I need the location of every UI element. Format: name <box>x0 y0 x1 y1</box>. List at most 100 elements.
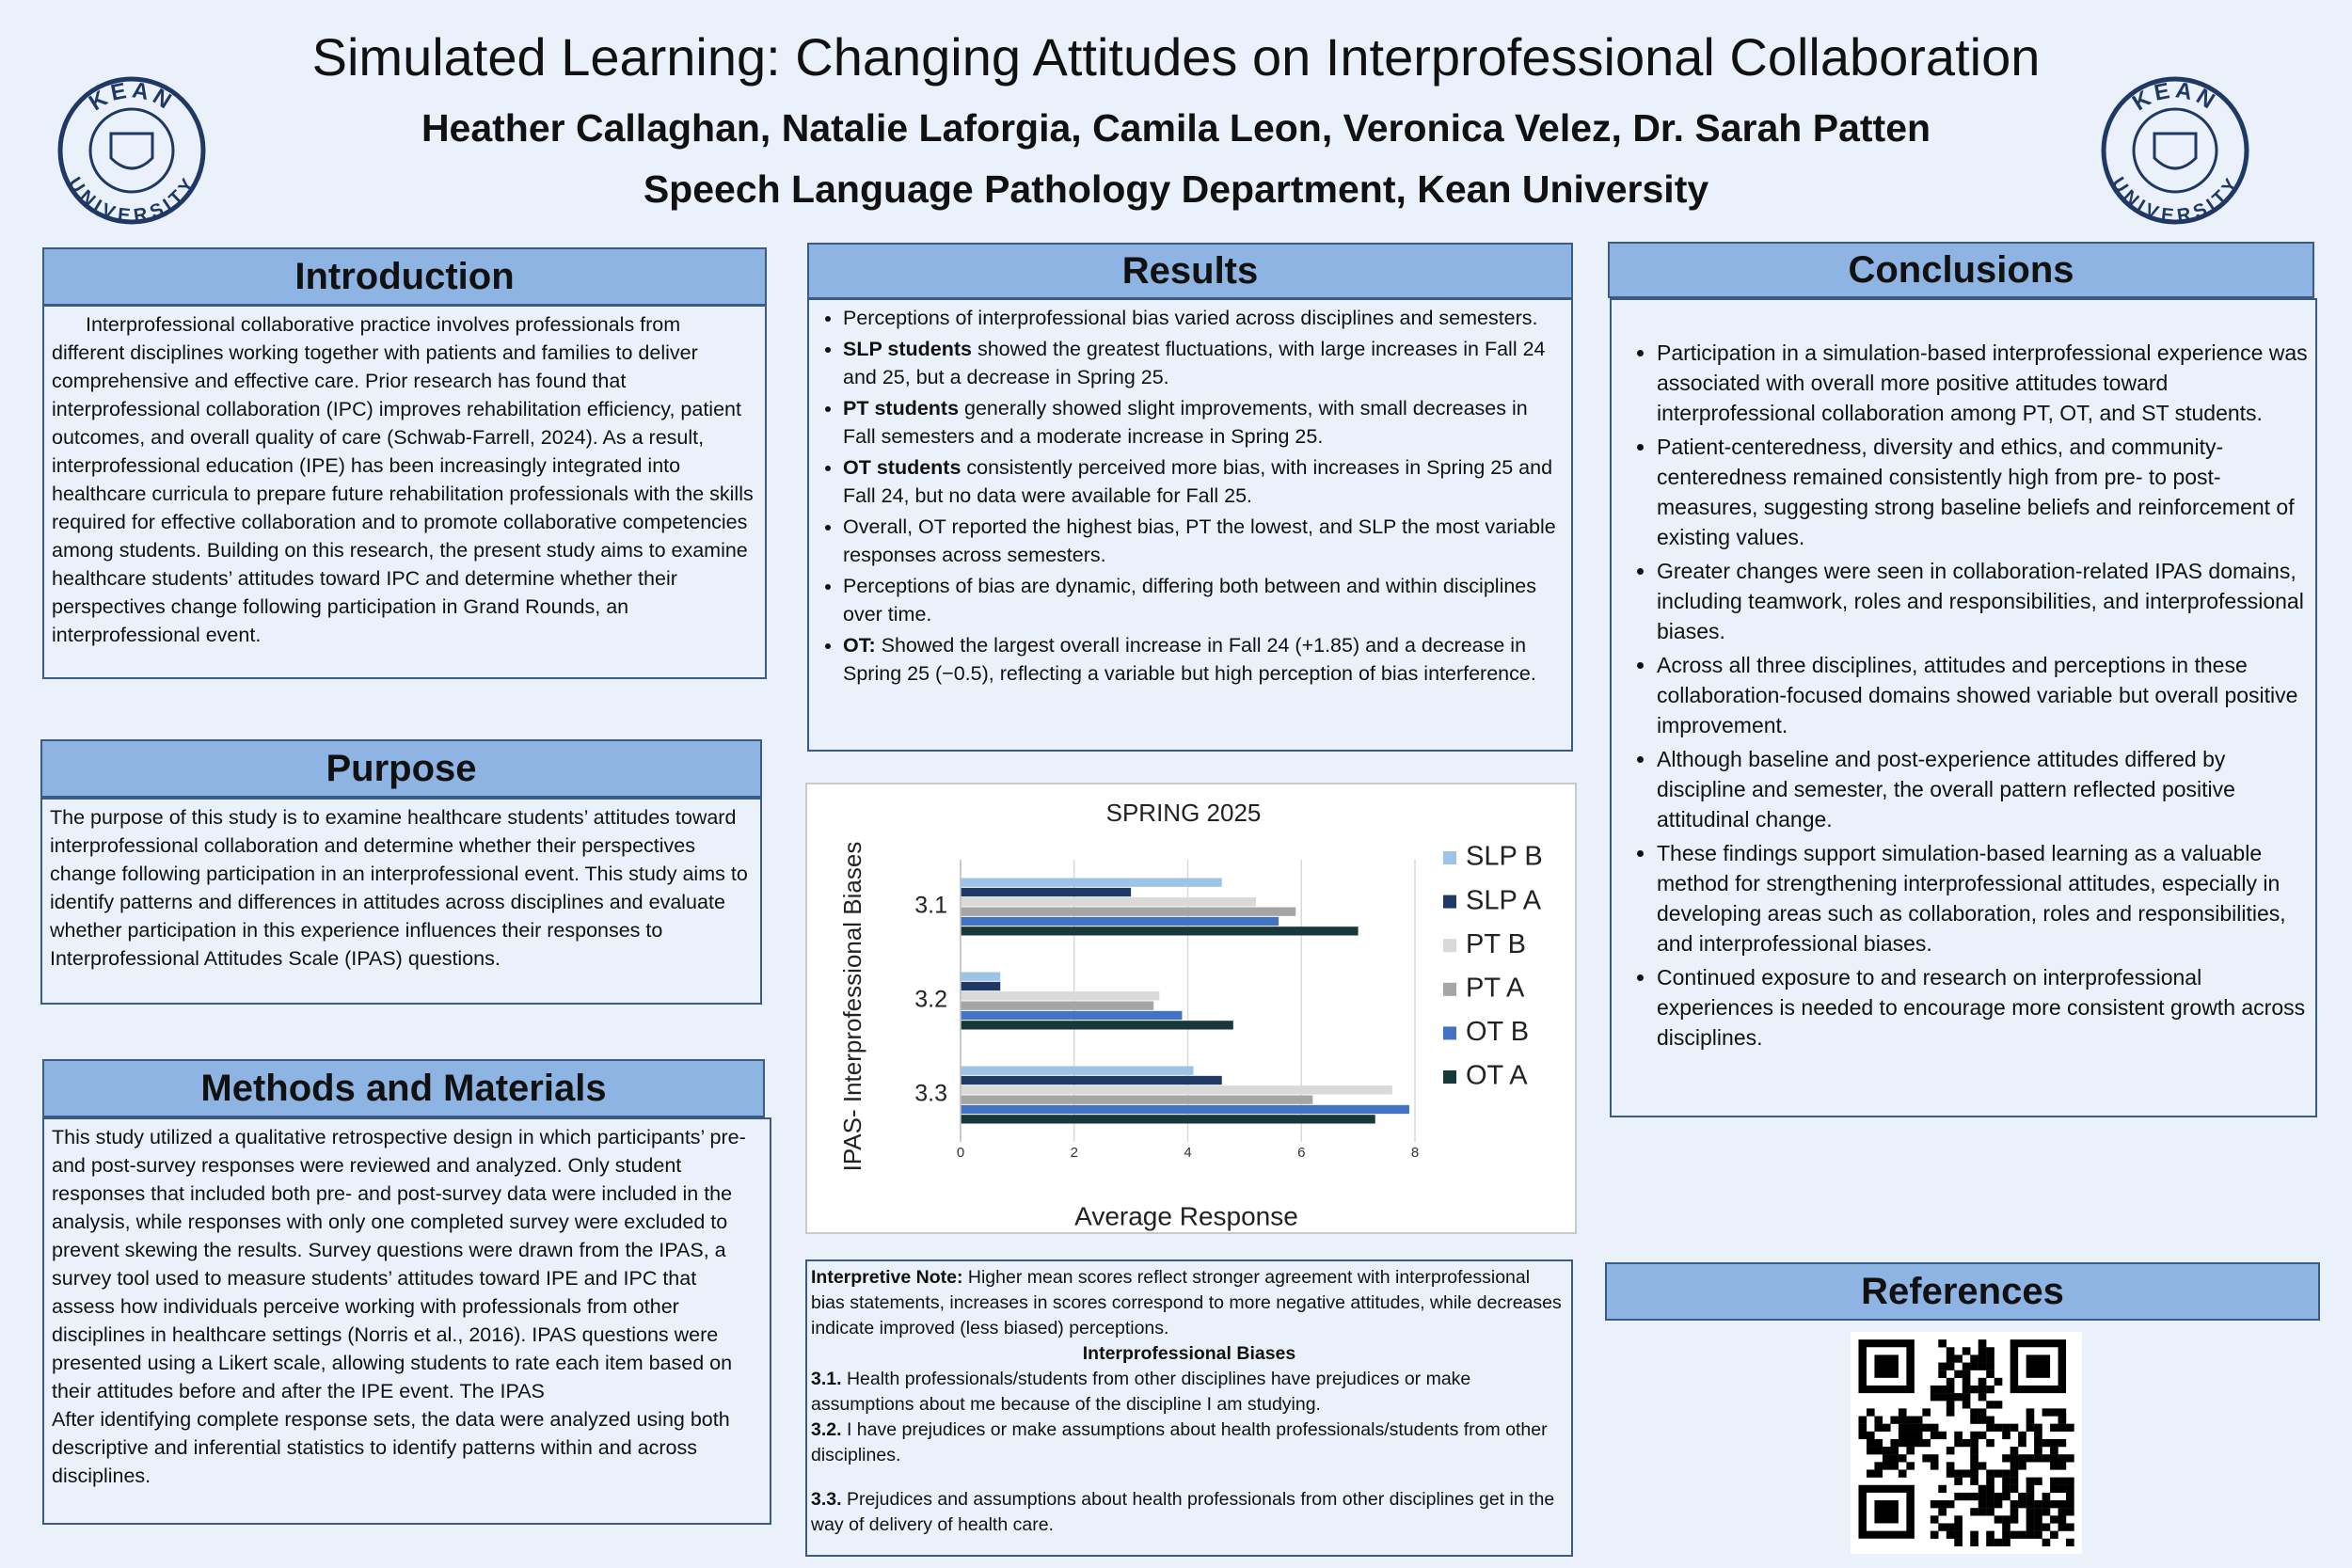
qr-module <box>1986 1401 1994 1409</box>
qr-module <box>1970 1538 1979 1547</box>
qr-module <box>1962 1362 1971 1370</box>
chart-frame: SPRING 2025 Average Response IPAS- Inter… <box>805 783 1577 1234</box>
qr-module <box>2002 1423 2010 1432</box>
legend-label: SLP B <box>1466 842 1543 872</box>
qr-module <box>2026 1423 2035 1432</box>
qr-module <box>1946 1500 1955 1509</box>
qr-module <box>1890 1438 1899 1448</box>
bullet: Greater changes were seen in collaborati… <box>1657 556 2308 646</box>
x-tick-label: 8 <box>1411 1145 1419 1161</box>
qr-module <box>2018 1530 2026 1539</box>
bullet-list: Participation in a simulation-based inte… <box>1619 338 2308 1053</box>
qr-module <box>2026 1523 2035 1531</box>
qr-module <box>2002 1454 2010 1463</box>
qr-module <box>1962 1438 1971 1448</box>
qr-module <box>2010 1469 2019 1478</box>
qr-module <box>1970 1447 1979 1455</box>
qr-module <box>1890 1454 1899 1463</box>
qr-module <box>2026 1500 2035 1509</box>
qr-module <box>1946 1469 1955 1478</box>
authors: Heather Callaghan, Natalie Laforgia, Cam… <box>421 106 1931 150</box>
note-box: Interpretive Note: Higher mean scores re… <box>805 1259 1573 1557</box>
qr-module <box>1986 1362 1994 1370</box>
logo-left: KEAN UNIVERSITY <box>57 76 206 226</box>
qr-module <box>2002 1469 2010 1478</box>
qr-finder <box>1874 1500 1899 1524</box>
qr-module <box>1970 1492 1979 1501</box>
bar <box>961 1104 1409 1115</box>
qr-module <box>1962 1377 1971 1386</box>
qr-module <box>1906 1462 1915 1470</box>
qr-module <box>1954 1354 1963 1363</box>
section-heading: Methods and Materials <box>42 1059 765 1117</box>
qr-module <box>2026 1492 2035 1501</box>
qr-module <box>2002 1492 2010 1501</box>
qr-module <box>1890 1462 1899 1470</box>
qr-module <box>2050 1484 2058 1494</box>
qr-module <box>1994 1538 2003 1547</box>
qr-code <box>1851 1332 2082 1554</box>
bullet: OT students consistently perceived more … <box>843 453 1564 510</box>
qr-module <box>1946 1523 1955 1531</box>
bullet: Perceptions of interprofessional bias va… <box>843 304 1564 332</box>
bullet-text: Perceptions of bias are dynamic, differi… <box>843 575 1537 626</box>
x-tick-label: 2 <box>1071 1145 1078 1161</box>
qr-module <box>1994 1492 2003 1501</box>
qr-module <box>1994 1469 2003 1478</box>
qr-module <box>1954 1538 1963 1547</box>
qr-module <box>1946 1530 1955 1539</box>
qr-module <box>1938 1385 1947 1394</box>
qr-module <box>1954 1370 1963 1378</box>
qr-module <box>1858 1416 1867 1424</box>
qr-module <box>2058 1523 2067 1531</box>
section-body: Participation in a simulation-based inte… <box>1610 298 2317 1117</box>
qr-module <box>1978 1393 1987 1402</box>
section-heading: Conclusions <box>1608 242 2314 298</box>
qr-module <box>1930 1515 1939 1524</box>
note-body: Higher mean scores reflect stronger agre… <box>811 1267 1562 1338</box>
qr-module <box>2034 1431 2042 1440</box>
qr-module <box>1898 1469 1907 1478</box>
qr-module <box>1858 1423 1867 1432</box>
qr-module <box>2050 1477 2058 1485</box>
qr-module <box>1978 1462 1987 1470</box>
bar <box>961 1085 1392 1095</box>
qr-module <box>1874 1462 1883 1470</box>
qr-module <box>1978 1500 1987 1509</box>
qr-module <box>1938 1484 1947 1494</box>
qr-module <box>2042 1408 2051 1417</box>
legend-swatch <box>1443 1026 1456 1040</box>
note-item: 3.3. Prejudices and assumptions about he… <box>811 1487 1567 1538</box>
bullet: Perceptions of bias are dynamic, differi… <box>843 572 1564 628</box>
qr-module <box>2026 1416 2035 1424</box>
qr-module <box>2050 1515 2058 1524</box>
qr-module <box>1970 1477 1979 1485</box>
paragraph: This study utilized a qualitative retros… <box>52 1126 746 1402</box>
bullet: These findings support simulation-based … <box>1657 838 2308 958</box>
bar <box>961 1095 1313 1104</box>
qr-module <box>2042 1454 2051 1463</box>
bullet: OT: Showed the largest overall increase … <box>843 631 1564 688</box>
legend-label: SLP A <box>1466 885 1542 915</box>
qr-module <box>2034 1447 2042 1455</box>
bar <box>961 897 1256 907</box>
qr-module <box>2034 1515 2042 1524</box>
qr-module <box>1954 1469 1963 1478</box>
qr-module <box>2034 1438 2042 1448</box>
qr-module <box>1978 1377 1987 1386</box>
qr-module <box>2058 1477 2067 1485</box>
bar <box>961 907 1296 916</box>
legend-swatch <box>1443 982 1456 996</box>
bullet: SLP students showed the greatest fluctua… <box>843 335 1564 391</box>
qr-finder <box>2026 1354 2051 1378</box>
qr-module <box>1866 1438 1875 1448</box>
qr-module <box>2050 1462 2058 1470</box>
bullet-text: generally showed slight improvements, wi… <box>843 397 1528 448</box>
qr-module <box>2010 1484 2019 1494</box>
qr-module <box>2066 1500 2074 1509</box>
qr-module <box>1898 1431 1907 1440</box>
qr-module <box>1882 1462 1891 1470</box>
qr-module <box>2018 1454 2026 1463</box>
qr-module <box>2058 1484 2067 1494</box>
bar <box>961 981 1001 991</box>
